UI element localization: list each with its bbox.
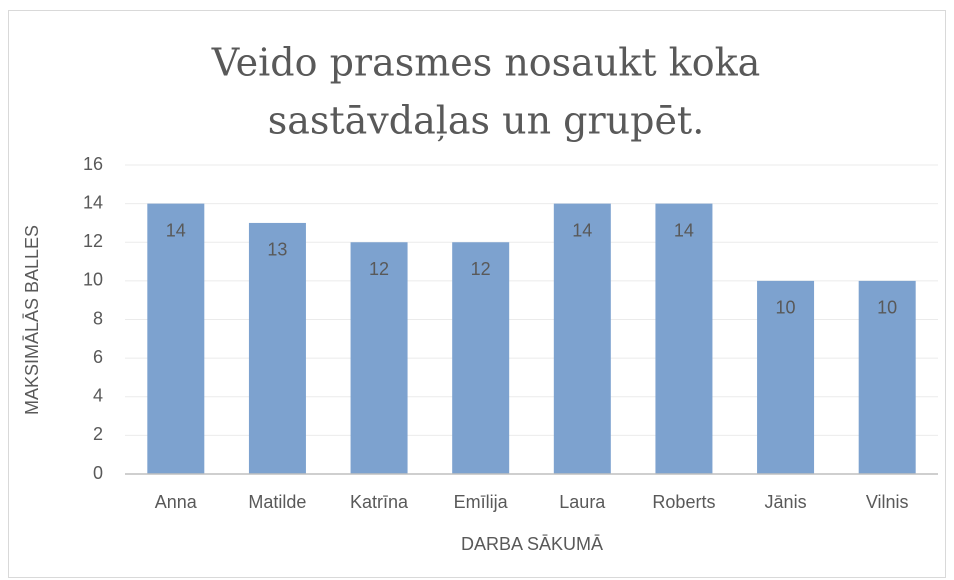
y-tick-label: 12 [83, 231, 103, 251]
y-tick-label: 2 [93, 424, 103, 444]
x-tick-label: Emīlija [454, 492, 509, 512]
bar [452, 242, 510, 474]
y-tick-label: 8 [93, 308, 103, 328]
data-label: 12 [471, 259, 491, 279]
data-label: 13 [267, 240, 287, 260]
data-label: 14 [572, 220, 592, 240]
y-tick-label: 10 [83, 270, 103, 290]
data-label: 10 [776, 298, 796, 318]
x-axis-label: DARBA SĀKUMĀ [461, 534, 603, 554]
x-tick-label: Jānis [765, 492, 807, 512]
bar [248, 222, 306, 474]
bar [757, 280, 815, 474]
data-label: 10 [877, 298, 897, 318]
x-tick-label: Vilnis [866, 492, 909, 512]
bar [147, 203, 205, 474]
bar [655, 203, 713, 474]
bar [350, 242, 408, 474]
bar [858, 280, 916, 474]
y-tick-label: 6 [93, 347, 103, 367]
y-tick-label: 0 [93, 463, 103, 483]
data-label: 12 [369, 259, 389, 279]
data-label: 14 [674, 220, 694, 240]
y-tick-label: 4 [93, 386, 103, 406]
bar [553, 203, 611, 474]
chart-title: Veido prasmes nosaukt koka [211, 41, 761, 85]
x-tick-label: Anna [155, 492, 198, 512]
x-tick-label: Roberts [652, 492, 715, 512]
y-axis-label: MAKSIMĀLĀS BALLES [22, 225, 42, 415]
x-tick-label: Katrīna [350, 492, 409, 512]
y-tick-label: 14 [83, 192, 103, 212]
data-label: 14 [166, 220, 186, 240]
x-tick-label: Matilde [248, 492, 306, 512]
y-tick-label: 16 [83, 154, 103, 174]
chart-title: sastāvdaļas un grupēt. [268, 99, 705, 143]
x-tick-label: Laura [559, 492, 606, 512]
